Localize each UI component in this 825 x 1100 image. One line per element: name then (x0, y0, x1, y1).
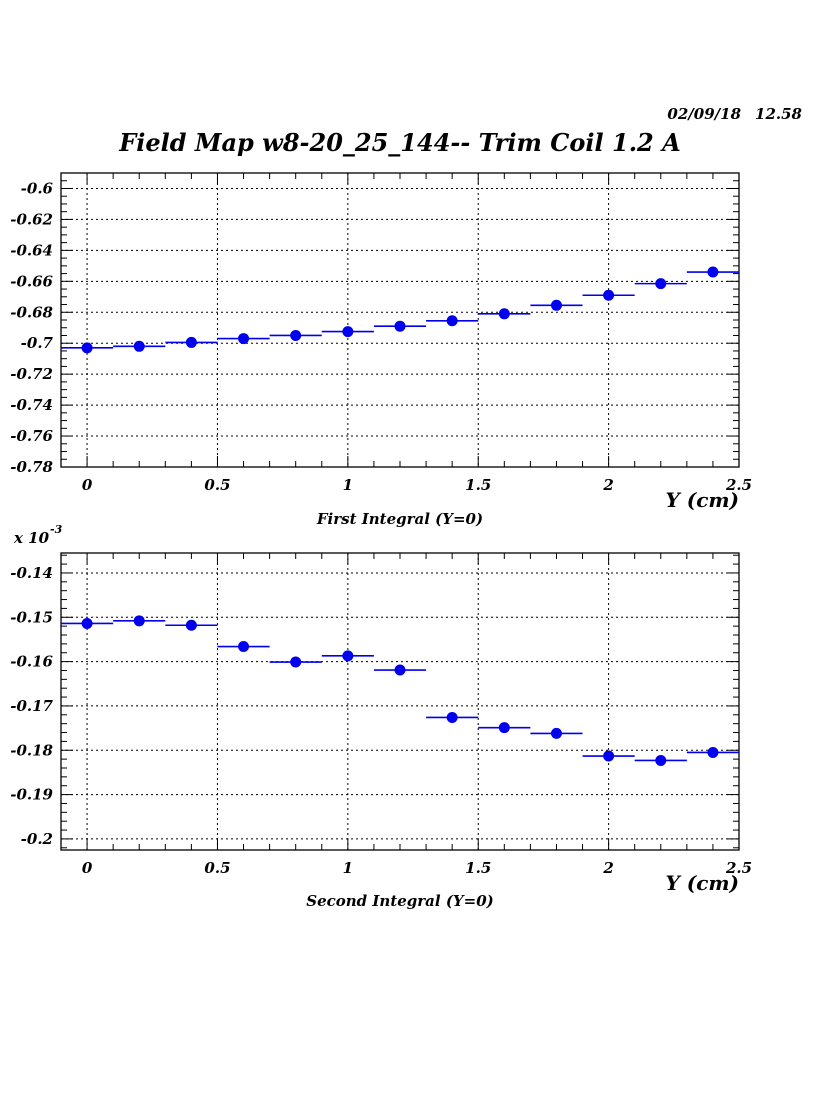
plot-frame (60, 172, 740, 468)
y-tick-label: -0.18 (10, 741, 53, 759)
first-integral-caption: First Integral (Y=0) (316, 510, 483, 528)
plot-frame (60, 552, 740, 851)
y-tick-label: -0.16 (10, 653, 53, 671)
time-label: 12.58 (755, 105, 803, 123)
x-tick-label: 0.5 (204, 859, 230, 877)
data-point (707, 266, 719, 278)
y-tick-label: -0.64 (10, 241, 53, 259)
y-exponent-power: -3 (50, 523, 63, 536)
data-point (446, 315, 458, 327)
data-point (238, 333, 250, 345)
y-exponent-label: x 10 (13, 529, 50, 547)
y-tick-label: -0.6 (21, 179, 54, 197)
y-tick-label: -0.2 (21, 830, 53, 848)
x-tick-label: 1.5 (465, 859, 491, 877)
second-integral-panel: 0 0.5 1 1.5 2 2.5 -0.14 -0.15 -0.16 -0.17 -0.18 -0.… (10, 523, 752, 895)
x-tick-label: 2 (602, 476, 613, 494)
x-tick-label: 0.5 (204, 476, 230, 494)
x-tick-label: 0 (82, 859, 93, 877)
y-tick-label: -0.19 (10, 786, 53, 804)
y-tick-label: -0.66 (10, 272, 53, 290)
data-point (238, 641, 250, 653)
data-point (290, 656, 302, 668)
data-point (655, 278, 667, 290)
data-point (81, 617, 93, 629)
data-point (498, 308, 510, 320)
data-point (185, 336, 197, 348)
y-tick-label: -0.72 (10, 365, 53, 383)
data-point (550, 299, 562, 311)
y-tick-label: -0.78 (10, 458, 53, 476)
data-point (707, 746, 719, 758)
x-tick-label: 0 (82, 476, 93, 494)
x-tick-label: 2 (602, 859, 613, 877)
date-label: 02/09/18 (667, 105, 741, 123)
data-point (81, 342, 93, 354)
data-point (655, 754, 667, 766)
y-tick-label: -0.76 (10, 427, 53, 445)
y-tick-label: -0.68 (10, 303, 53, 321)
data-point (603, 289, 615, 301)
second-integral-caption: Second Integral (Y=0) (306, 892, 493, 910)
x-axis-title: Y (cm) (665, 871, 739, 895)
x-tick-label: 2.5 (725, 476, 752, 494)
y-tick-label: -0.14 (10, 564, 53, 582)
page-title: Field Map w8-20_25_144-- Trim Coil 1.2 A (118, 128, 680, 157)
data-point (603, 750, 615, 762)
y-tick-label: -0.17 (10, 697, 53, 715)
x-tick-label: 1 (343, 859, 353, 877)
data-point (550, 727, 562, 739)
data-point (185, 619, 197, 631)
data-point (498, 722, 510, 734)
first-integral-panel: 0 0.5 1 1.5 2 2.5 -0.6 -0.62 -0.64 -0.66 -0.68 -0.7… (10, 172, 752, 512)
data-point (394, 320, 406, 332)
data-point (290, 329, 302, 341)
data-point (446, 711, 458, 723)
data-point (394, 664, 406, 676)
y-tick-label: -0.62 (10, 210, 53, 228)
data-point (342, 326, 354, 338)
x-tick-label: 1.5 (465, 476, 491, 494)
data-point (133, 615, 145, 627)
x-tick-label: 1 (343, 476, 353, 494)
data-point (133, 340, 145, 352)
y-tick-label: -0.74 (10, 396, 53, 414)
data-point (342, 650, 354, 662)
y-tick-label: -0.7 (21, 334, 54, 352)
y-tick-label: -0.15 (10, 608, 53, 626)
x-axis-title: Y (cm) (665, 488, 739, 512)
x-tick-label: 2.5 (725, 859, 752, 877)
